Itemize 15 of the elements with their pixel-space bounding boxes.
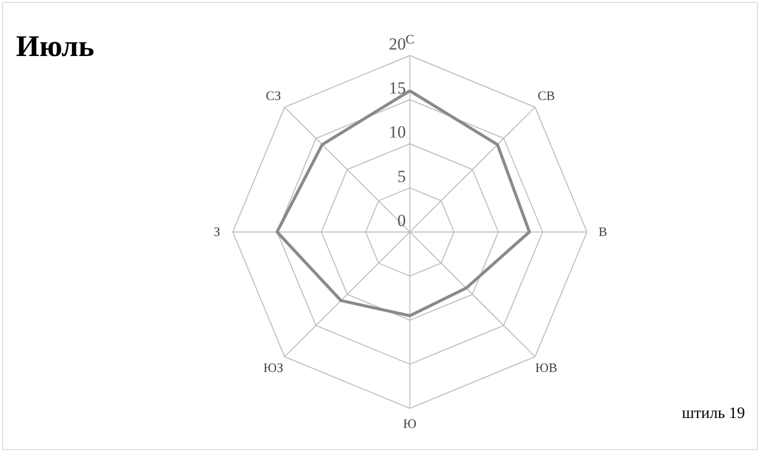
spoke-label: СЗ — [266, 88, 281, 103]
spoke-label: ЮВ — [535, 360, 558, 375]
text: штиль 19 — [682, 405, 745, 422]
spoke-label: СВ — [538, 88, 556, 103]
y-tick-label: 15 — [388, 78, 406, 98]
y-tick-label: 20 — [388, 34, 406, 54]
spoke-label: В — [598, 224, 608, 239]
spoke-label: С — [406, 32, 414, 47]
chart-title: Июль — [16, 30, 94, 63]
y-tick-label: 10 — [388, 122, 406, 142]
spoke-label: Ю — [403, 416, 417, 432]
y-tick-label: 5 — [397, 166, 406, 186]
spoke-label: ЮЗ — [263, 360, 284, 375]
spoke-label: З — [214, 224, 220, 239]
y-tick-label: 0 — [397, 210, 406, 230]
